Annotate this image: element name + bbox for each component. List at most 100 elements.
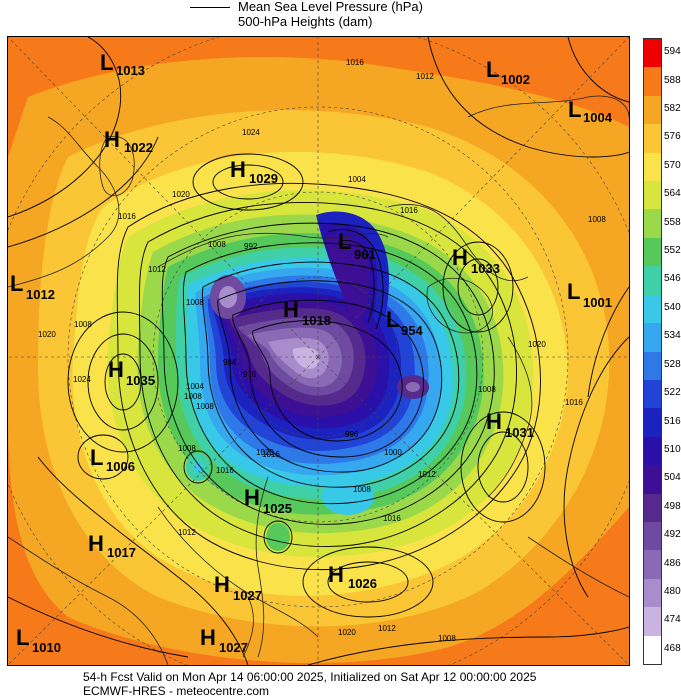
isobar-line-sample (190, 7, 230, 8)
svg-text:H: H (452, 245, 468, 270)
svg-text:1004: 1004 (583, 110, 613, 125)
svg-text:H: H (108, 357, 124, 382)
colorbar-level-label: 528 (664, 358, 681, 370)
svg-text:L: L (568, 97, 581, 122)
colorbar-level-label: 576 (664, 131, 681, 143)
high-center-marker: H 1017 (88, 531, 136, 560)
colorbar-level-label: 582 (664, 103, 681, 115)
contour-label: 1012 (178, 528, 196, 537)
contour-label: 1004 (186, 382, 204, 391)
svg-text:961: 961 (354, 247, 376, 262)
contour-label: 976 (243, 370, 257, 379)
svg-text:L: L (486, 57, 499, 82)
svg-text:H: H (88, 531, 104, 556)
colorbar-level-label: 480 (664, 585, 681, 597)
coastlines (8, 95, 629, 665)
high-center-marker: H 1035 (108, 357, 155, 388)
colorbar-level-label: 570 (664, 159, 681, 171)
cutoff-low-east-core (406, 382, 420, 392)
colorbar-level-label: 492 (664, 529, 681, 541)
colorbar-level-label: 522 (664, 387, 681, 399)
svg-text:H: H (104, 127, 120, 152)
contour-label: 1008 (353, 485, 371, 494)
svg-text:H: H (230, 157, 246, 182)
colorbar-swatch (644, 294, 661, 324)
svg-text:1022: 1022 (124, 140, 153, 155)
contour-label: 1016 (383, 514, 401, 523)
svg-text:L: L (90, 445, 103, 470)
svg-text:1035: 1035 (126, 373, 155, 388)
colorbar-level-label: 588 (664, 74, 681, 86)
colorbar-level-label: 504 (664, 472, 681, 484)
isobars (8, 37, 629, 665)
contour-label: 1016 (346, 58, 364, 67)
contour-label: 1020 (338, 628, 356, 637)
svg-text:H: H (486, 409, 502, 434)
svg-text:954: 954 (401, 323, 423, 338)
weather-map[interactable]: 1016 1012 1024 1020 1016 1004 1016 1008 … (7, 36, 630, 666)
contour-label: 1020 (38, 330, 56, 339)
colorbar-swatch (644, 266, 661, 296)
colorbar-level-label: 468 (664, 642, 681, 654)
contour-label: 1012 (378, 624, 396, 633)
colorbar-swatch (644, 379, 661, 409)
contour-label: 1020 (256, 448, 274, 457)
colorbar-level-label: 558 (664, 216, 681, 228)
contour-label: 1016 (216, 466, 234, 475)
svg-text:L: L (16, 625, 29, 650)
contour-label: 992 (244, 242, 258, 251)
contour-label: 1008 (184, 392, 202, 401)
svg-text:H: H (328, 562, 344, 587)
colorbar-swatch (644, 39, 661, 68)
contour-label: 1008 (74, 320, 92, 329)
low-center-marker: L 954 (386, 307, 423, 338)
svg-text:1025: 1025 (263, 501, 292, 516)
high-center-marker: H 1018 (283, 297, 331, 328)
contour-label: 1008 (186, 298, 204, 307)
colorbar-level-label: 564 (664, 188, 681, 200)
colorbar-swatch (644, 578, 661, 608)
high-center-marker: H 1027 (214, 572, 262, 603)
svg-text:L: L (567, 279, 580, 304)
contour-label: 1016 (262, 450, 280, 459)
low-center-marker: L 1010 (16, 625, 61, 655)
svg-text:1002: 1002 (501, 72, 530, 87)
model-source: ECMWF-HRES - meteocentre.com (83, 684, 270, 698)
svg-text:1018: 1018 (302, 313, 331, 328)
colorbar-level-label: 552 (664, 245, 681, 257)
cutoff-low-southwest-core (193, 461, 203, 473)
colorbar-level-label: 540 (664, 301, 681, 313)
contour-label: 996 (345, 430, 359, 439)
contour-label: 1008 (438, 634, 456, 643)
colorbar-swatch (644, 67, 661, 97)
contour-label: 1000 (384, 448, 402, 457)
svg-text:L: L (386, 307, 399, 332)
svg-text:1012: 1012 (26, 287, 55, 302)
svg-text:1031: 1031 (505, 425, 534, 440)
colorbar-level-label: 474 (664, 614, 681, 626)
svg-text:1026: 1026 (348, 576, 377, 591)
svg-text:L: L (10, 271, 23, 296)
svg-text:L: L (338, 229, 351, 254)
contour-label: 1024 (242, 128, 260, 137)
colorbar-swatch (644, 152, 661, 182)
low-center-marker: L 1006 (90, 445, 135, 474)
high-center-marker: H 1022 (104, 127, 153, 155)
colorbar-swatch (644, 351, 661, 381)
contour-label: 1008 (196, 402, 214, 411)
trough-south (322, 479, 374, 515)
svg-text:1029: 1029 (249, 171, 278, 186)
colorbar-level-label: 510 (664, 443, 681, 455)
height-legend-label: 500-hPa Heights (dam) (238, 14, 373, 29)
map-canvas: 1016 1012 1024 1020 1016 1004 1016 1008 … (8, 37, 629, 665)
colorbar-swatch (644, 521, 661, 551)
svg-text:1001: 1001 (583, 295, 612, 310)
colorbar-swatch (644, 95, 661, 125)
svg-text:1010: 1010 (32, 640, 61, 655)
contour-label: 1020 (528, 340, 546, 349)
colorbar-swatch (644, 635, 661, 665)
contour-label: 1012 (416, 72, 434, 81)
colorbar-swatch (644, 550, 661, 580)
